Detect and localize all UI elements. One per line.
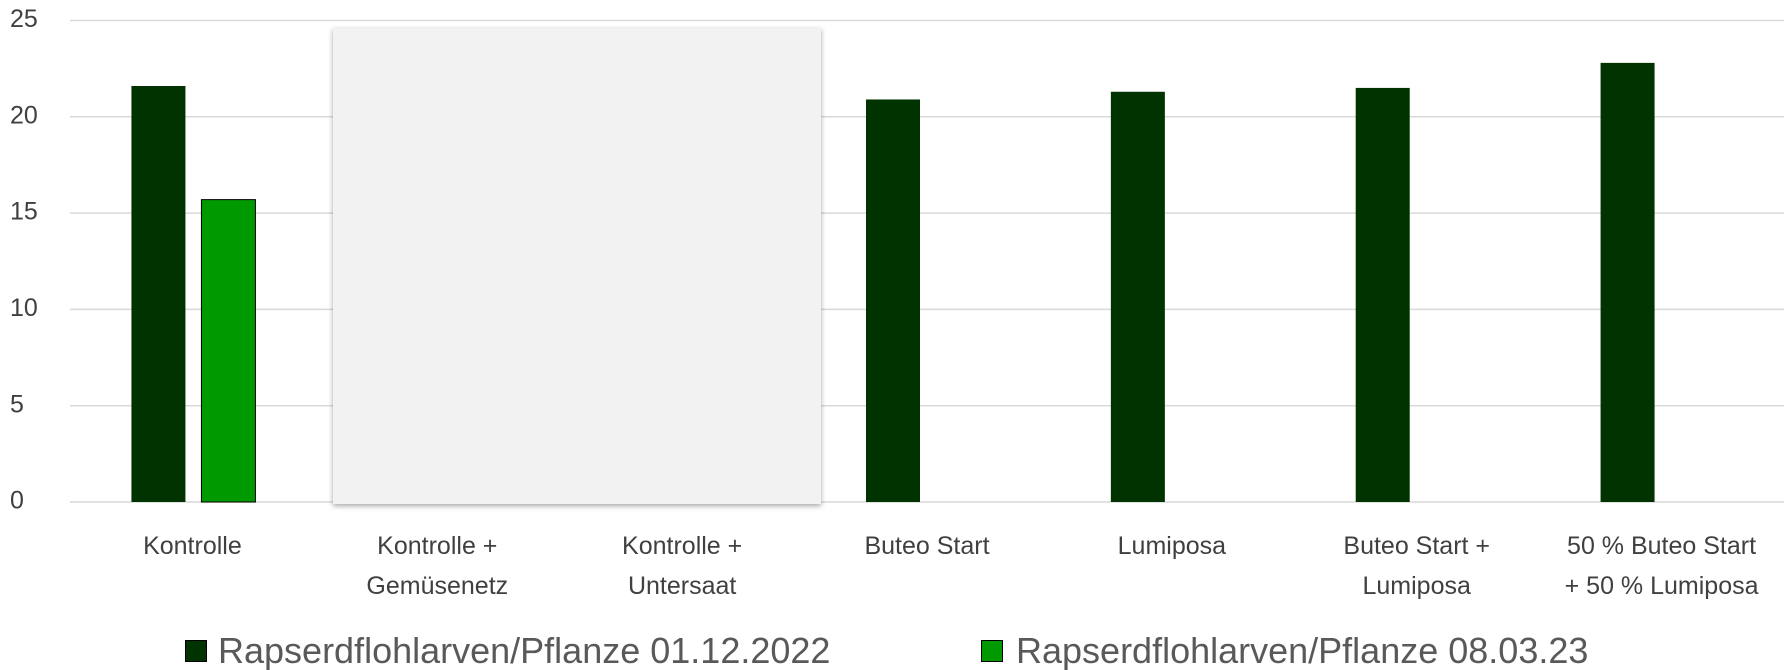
y-tick-label: 10 xyxy=(10,294,38,322)
x-tick-label: Kontrolle + Untersaat xyxy=(622,532,743,600)
x-tick-label: Kontrolle + Gemüsenetz xyxy=(366,532,509,600)
x-tick-label: Lumiposa xyxy=(1117,532,1227,560)
bar xyxy=(1110,91,1165,503)
y-tick-label: 15 xyxy=(10,198,38,226)
legend-swatch xyxy=(185,640,207,662)
x-tick-label: 50 % Buteo Start + 50 % Lumiposa xyxy=(1564,532,1759,600)
bar xyxy=(131,85,186,502)
y-tick-label: 25 xyxy=(10,5,38,33)
y-tick-label: 0 xyxy=(10,487,24,515)
x-tick-label: Kontrolle xyxy=(143,532,242,560)
legend-label: Rapserdflohlarven/Pflanze 08.03.23 xyxy=(1016,630,1589,670)
x-tick-label: Buteo Start xyxy=(864,532,990,560)
y-tick-label: 5 xyxy=(10,390,24,418)
bar xyxy=(200,199,256,503)
x-tick-label: Buteo Start + Lumiposa xyxy=(1343,532,1491,600)
overlay-box xyxy=(333,28,821,504)
bar xyxy=(866,99,920,502)
y-tick-label: 20 xyxy=(10,101,38,129)
legend-swatch xyxy=(981,640,1003,662)
bar xyxy=(1355,87,1410,502)
legend-label: Rapserdflohlarven/Pflanze 01.12.2022 xyxy=(218,630,831,670)
bar xyxy=(1600,62,1655,502)
